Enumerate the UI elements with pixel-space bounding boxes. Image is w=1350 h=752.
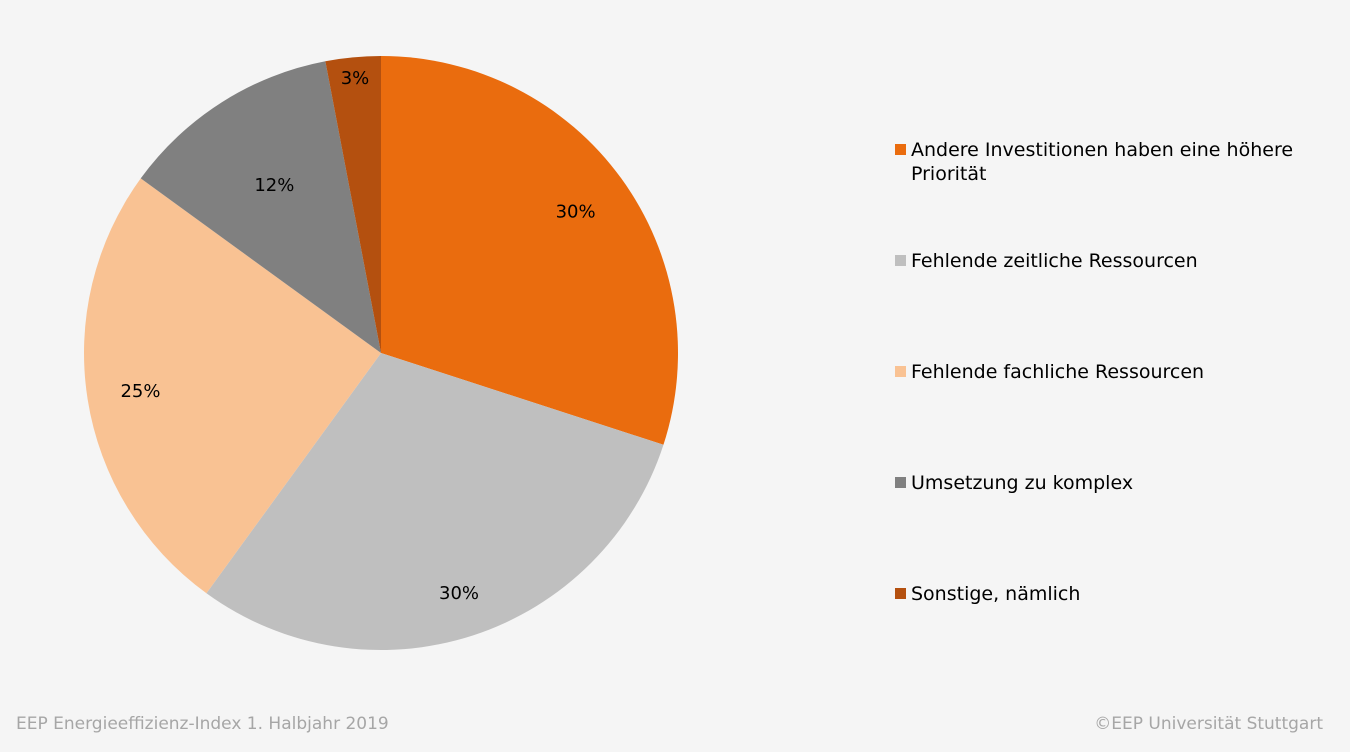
legend-item-3: Fehlende fachliche Ressourcen (895, 360, 1325, 384)
pie-slice-4 (140, 61, 381, 354)
chart-legend: Andere Investitionen haben eine höhere P… (895, 0, 1335, 752)
legend-item-5: Sonstige, nämlich (895, 582, 1325, 606)
pie-slice-3 (83, 178, 381, 594)
legend-swatch (895, 588, 906, 599)
legend-label: Fehlende fachliche Ressourcen (911, 361, 1205, 383)
pie-slice-1 (381, 56, 678, 445)
pie-slice-5 (325, 56, 381, 353)
legend-item-1: Andere Investitionen haben eine höhere P… (895, 138, 1325, 186)
slice-data-label-5: 3% (341, 68, 370, 89)
legend-swatch (895, 255, 906, 266)
legend-swatch (895, 366, 906, 377)
slice-data-label-4: 12% (254, 175, 294, 196)
slice-data-label-1: 30% (556, 202, 596, 223)
slice-data-label-2: 30% (439, 583, 479, 604)
legend-label: Fehlende zeitliche Ressourcen (911, 250, 1198, 272)
legend-swatch (895, 477, 906, 488)
legend-label: Umsetzung zu komplex (911, 472, 1134, 494)
legend-item-2: Fehlende zeitliche Ressourcen (895, 249, 1325, 273)
legend-label: Andere Investitionen haben eine höhere P… (911, 139, 1294, 185)
source-note: EEP Energieeffizienz-Index 1. Halbjahr 2… (16, 714, 389, 734)
pie-slice-2 (206, 353, 664, 650)
legend-swatch (895, 144, 906, 155)
slice-data-label-3: 25% (120, 381, 160, 402)
legend-item-4: Umsetzung zu komplex (895, 471, 1325, 495)
copyright-note: ©EEP Universität Stuttgart (1094, 714, 1323, 734)
legend-label: Sonstige, nämlich (911, 583, 1081, 605)
